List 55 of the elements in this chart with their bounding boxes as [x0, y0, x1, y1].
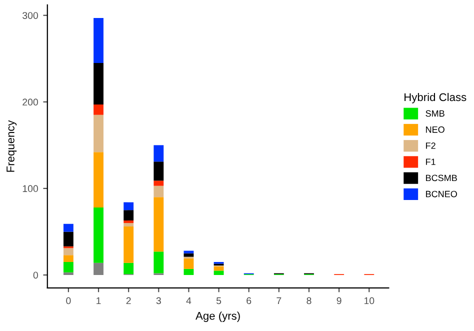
x-axis-title: Age (yrs) [196, 312, 240, 322]
bar [63, 248, 74, 256]
bar [184, 258, 194, 269]
bar [63, 262, 74, 272]
bar [214, 270, 224, 275]
x-tick-label: 6 [246, 297, 252, 304]
bar [94, 207, 104, 263]
bar [154, 252, 164, 274]
y-tick-label: 300 [22, 12, 38, 19]
x-tick-label: 3 [156, 297, 161, 304]
bar [124, 226, 134, 263]
bar [154, 186, 164, 198]
x-tick-label: 4 [186, 297, 192, 304]
y-axis-title: Frequency [6, 120, 17, 172]
x-tick-label: 1 [96, 297, 101, 304]
x-tick-label: 5 [216, 297, 222, 304]
bar [184, 268, 194, 275]
legend-label: SMB [426, 110, 444, 117]
bar [154, 162, 164, 181]
bar [63, 232, 74, 246]
legend-label: F2 [426, 142, 436, 149]
bar [184, 253, 194, 257]
bar [154, 197, 164, 252]
bar [154, 180, 164, 186]
legend-label: BCSMB [426, 174, 457, 182]
bar [124, 220, 134, 224]
x-tick-label: 10 [364, 297, 374, 304]
bar [94, 114, 104, 152]
bar [124, 223, 134, 227]
legend-title: Hybrid Class [404, 92, 466, 104]
legend-label: BCNEO [426, 190, 457, 198]
bar [94, 152, 104, 208]
y-tick-label: 200 [22, 98, 38, 106]
bar [214, 266, 224, 271]
bar [184, 250, 194, 254]
bar [94, 262, 104, 275]
bar [124, 210, 134, 220]
legend-label: NEO [426, 126, 444, 133]
x-tick-label: 2 [126, 297, 131, 304]
legend-label: F1 [426, 158, 436, 165]
bar [124, 262, 134, 274]
x-tick-label: 7 [276, 297, 282, 304]
x-tick-label: 9 [336, 297, 342, 304]
bar [94, 62, 104, 104]
bar [124, 202, 134, 210]
bar [63, 272, 74, 275]
x-tick-label: 8 [306, 297, 312, 304]
y-tick-label: 0 [33, 272, 38, 279]
bar [63, 255, 74, 262]
bar [94, 104, 104, 115]
bar [63, 224, 74, 232]
x-tick-label: 0 [66, 297, 71, 304]
bar [94, 18, 104, 63]
bar [154, 145, 164, 162]
y-tick-label: 100 [22, 185, 38, 192]
